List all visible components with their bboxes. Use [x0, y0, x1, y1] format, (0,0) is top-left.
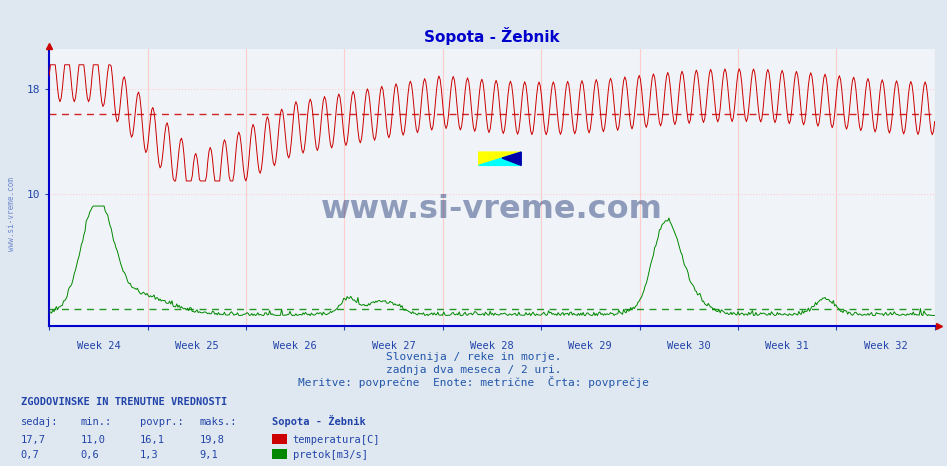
Title: Sopota - Žebnik: Sopota - Žebnik: [424, 27, 560, 45]
Text: povpr.:: povpr.:: [140, 417, 184, 427]
Text: Week 28: Week 28: [470, 342, 514, 351]
Text: Week 29: Week 29: [568, 342, 612, 351]
Text: Week 32: Week 32: [864, 342, 907, 351]
Text: 0,7: 0,7: [21, 450, 40, 460]
Text: 1,3: 1,3: [140, 450, 159, 460]
Text: 19,8: 19,8: [200, 435, 224, 445]
Text: maks.:: maks.:: [200, 417, 238, 427]
Polygon shape: [502, 152, 521, 165]
Text: Week 26: Week 26: [274, 342, 317, 351]
Text: 16,1: 16,1: [140, 435, 165, 445]
Text: 0,6: 0,6: [80, 450, 99, 460]
Text: Slovenija / reke in morje.: Slovenija / reke in morje.: [385, 352, 562, 362]
Text: 9,1: 9,1: [200, 450, 219, 460]
Text: www.si-vreme.com: www.si-vreme.com: [321, 194, 663, 225]
Text: 17,7: 17,7: [21, 435, 45, 445]
Text: min.:: min.:: [80, 417, 112, 427]
Text: Meritve: povprečne  Enote: metrične  Črta: povprečje: Meritve: povprečne Enote: metrične Črta:…: [298, 376, 649, 388]
Text: 11,0: 11,0: [80, 435, 105, 445]
Text: ZGODOVINSKE IN TRENUTNE VREDNOSTI: ZGODOVINSKE IN TRENUTNE VREDNOSTI: [21, 397, 227, 407]
Text: www.si-vreme.com: www.si-vreme.com: [7, 178, 16, 251]
Text: Sopota - Žebnik: Sopota - Žebnik: [272, 415, 366, 427]
Text: temperatura[C]: temperatura[C]: [293, 435, 380, 445]
Text: pretok[m3/s]: pretok[m3/s]: [293, 450, 367, 460]
Text: Week 25: Week 25: [175, 342, 219, 351]
Text: Week 30: Week 30: [667, 342, 710, 351]
Text: Week 24: Week 24: [77, 342, 120, 351]
Text: zadnja dva meseca / 2 uri.: zadnja dva meseca / 2 uri.: [385, 365, 562, 375]
Text: sedaj:: sedaj:: [21, 417, 59, 427]
Text: Week 27: Week 27: [372, 342, 416, 351]
Polygon shape: [478, 152, 521, 165]
Polygon shape: [478, 152, 521, 165]
Text: Week 31: Week 31: [765, 342, 809, 351]
